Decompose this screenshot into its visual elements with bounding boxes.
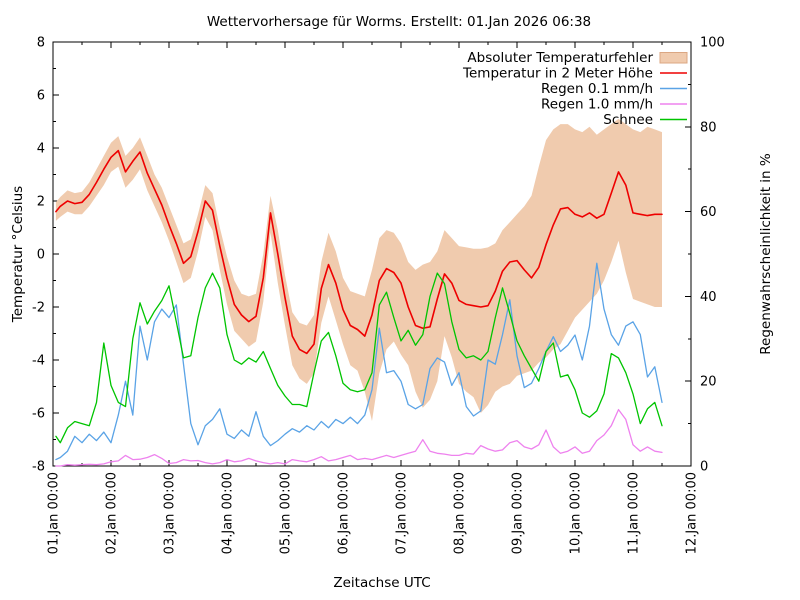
y-left-tick-label: 8 xyxy=(37,36,45,51)
legend-band-swatch xyxy=(659,52,688,64)
temperatur-in-2-meter-h-he-line xyxy=(55,149,663,355)
x-tick-label: 06.Jan 00:00 xyxy=(337,472,352,554)
x-tick-label: 10.Jan 00:00 xyxy=(569,472,584,554)
y-right-tick-label: 20 xyxy=(700,375,717,390)
x-tick-label: 02.Jan 00:00 xyxy=(105,472,120,554)
y-right-tick-label: 100 xyxy=(700,36,725,51)
y-left-tick-label: -2 xyxy=(32,301,45,316)
x-tick-label: 01.Jan 00:00 xyxy=(47,472,62,554)
legend-entry-absoluter-temperaturfehler: Absoluter Temperaturfehler xyxy=(467,50,688,66)
legend-entry-regen-1-0-mm-h: Regen 1.0 mm/h xyxy=(541,97,687,113)
y-left-tick-label: -8 xyxy=(32,460,45,475)
legend-entry-regen-0-1-mm-h: Regen 0.1 mm/h xyxy=(541,81,687,97)
y-left-tick-label: -6 xyxy=(32,407,45,422)
y-right-tick-label: 0 xyxy=(700,460,708,475)
y-left-tick-label: 0 xyxy=(37,248,45,263)
legend-label: Temperatur in 2 Meter Höhe xyxy=(462,66,653,82)
legend-label: Schnee xyxy=(603,112,653,128)
x-axis-title: Zeitachse UTC xyxy=(333,575,430,591)
x-tick-label: 09.Jan 00:00 xyxy=(511,472,526,554)
x-tick-label: 11.Jan 00:00 xyxy=(627,472,642,554)
x-tick-label: 05.Jan 00:00 xyxy=(279,472,294,554)
schnee-line xyxy=(55,272,663,444)
x-tick-label: 03.Jan 00:00 xyxy=(163,472,178,554)
x-tick-label: 07.Jan 00:00 xyxy=(395,472,410,554)
x-tick-label: 04.Jan 00:00 xyxy=(221,472,236,554)
y-left-axis-title: Temperatur °Celsius xyxy=(10,186,26,323)
y-right-tick-label: 40 xyxy=(700,290,717,305)
x-tick-label: 12.Jan 00:00 xyxy=(685,472,700,554)
absoluter-temperaturfehler-band xyxy=(55,118,662,422)
y-left-tick-label: 6 xyxy=(37,89,45,104)
legend-entry-schnee: Schnee xyxy=(603,112,687,128)
legend-entry-temperatur-in-2-meter-h-he: Temperatur in 2 Meter Höhe xyxy=(462,66,687,82)
y-right-tick-label: 80 xyxy=(700,120,717,135)
plot-area: 01.Jan 00:00 02.Jan 00:00 03.Jan 00:00 04.J… xyxy=(32,36,725,555)
regen-0-1-mm-h-line xyxy=(55,262,663,461)
legend-label: Regen 0.1 mm/h xyxy=(541,81,653,97)
y-right-tick-label: 60 xyxy=(700,205,717,220)
legend-label: Regen 1.0 mm/h xyxy=(541,97,653,113)
chart-title: Wettervorhersage für Worms. Erstellt: 01… xyxy=(207,14,591,30)
y-left-tick-label: -4 xyxy=(32,354,45,369)
y-left-tick-label: 4 xyxy=(37,142,45,157)
y-right-axis-title: Regenwahrscheinlichkeit in % xyxy=(758,153,774,355)
y-left-tick-label: 2 xyxy=(37,195,45,210)
legend-label: Absoluter Temperaturfehler xyxy=(467,50,653,66)
x-tick-label: 08.Jan 00:00 xyxy=(453,472,468,554)
regen-1-0-mm-h-line xyxy=(55,408,663,467)
